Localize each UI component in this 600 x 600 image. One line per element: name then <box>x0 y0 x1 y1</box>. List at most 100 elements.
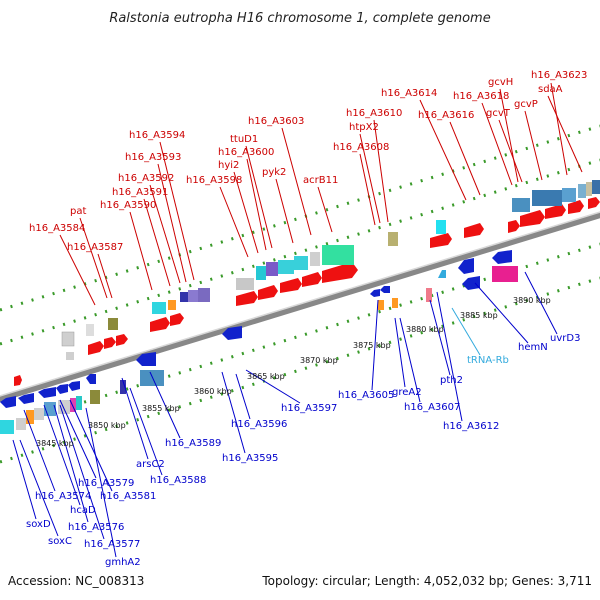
reverse-gene-connector <box>149 371 181 439</box>
reverse-gene-label[interactable]: h16_A3576 <box>68 522 124 533</box>
reverse-gene-connector <box>59 399 97 479</box>
reverse-gene-connector <box>43 404 81 506</box>
forward-gene-label[interactable]: hyi2 <box>218 160 239 171</box>
forward-gene-connector <box>245 145 273 249</box>
forward-gene-label[interactable]: h16_A3592 <box>118 173 174 184</box>
gene-block <box>562 188 576 202</box>
forward-gene-label[interactable]: h16_A3590 <box>100 200 156 211</box>
forward-gene-label[interactable]: h16_A3618 <box>453 91 509 102</box>
gene-block <box>586 182 592 196</box>
reverse-gene-label[interactable]: h16_A3597 <box>281 403 337 414</box>
forward-gene-label[interactable]: h16_A3623 <box>531 70 587 81</box>
reverse-gene-label[interactable]: h16_A3605 <box>338 390 394 401</box>
forward-gene-connector <box>317 186 333 233</box>
reverse-gene-label[interactable]: arsC2 <box>136 459 165 470</box>
gene-block <box>198 288 210 302</box>
reverse-gene-connector <box>235 373 251 420</box>
forward-gene-label[interactable]: h16_A3614 <box>381 88 437 99</box>
gene-block <box>278 260 294 274</box>
forward-gene <box>545 204 566 219</box>
forward-gene-connector <box>373 119 389 223</box>
forward-gene-label[interactable]: h16_A3587 <box>67 242 123 253</box>
forward-gene-label[interactable]: gcvT <box>486 108 511 119</box>
forward-gene-label[interactable]: ttuD1 <box>230 134 258 145</box>
forward-gene-label[interactable]: h16_A3584 <box>29 223 85 234</box>
reverse-gene-label[interactable]: soxC <box>48 536 72 547</box>
reverse-gene <box>38 387 56 398</box>
reverse-gene-label[interactable]: h16_A3595 <box>222 453 278 464</box>
reverse-gene-label[interactable]: gmhA2 <box>105 557 141 568</box>
reverse-gene <box>380 286 390 293</box>
reverse-genes <box>0 250 512 408</box>
reverse-gene-label[interactable]: pth2 <box>440 375 463 386</box>
reverse-gene-label[interactable]: h16_A3577 <box>84 539 140 550</box>
forward-gene <box>588 197 600 209</box>
reverse-gene-label[interactable]: uvrD3 <box>550 333 580 344</box>
reverse-gene-connector <box>524 271 558 335</box>
forward-gene <box>116 334 128 346</box>
reverse-gene <box>438 270 446 278</box>
forward-gene-label[interactable]: pat <box>70 206 86 217</box>
kbp-tick-label: 3870 kbp <box>300 356 338 365</box>
forward-gene-connector <box>359 133 381 224</box>
gene-block <box>266 262 278 276</box>
forward-gene-label[interactable]: h16_A3603 <box>248 116 304 127</box>
forward-gene <box>280 278 302 293</box>
gene-block <box>188 290 198 302</box>
forward-gene-label[interactable]: gcvP <box>514 99 538 110</box>
reverse-gene-label[interactable]: hemN <box>518 342 548 353</box>
forward-gene <box>14 375 22 386</box>
forward-gene-label[interactable]: htpX2 <box>349 122 379 133</box>
gene-block <box>168 300 176 310</box>
gene-block <box>426 288 432 302</box>
forward-gene-connector <box>419 99 467 201</box>
forward-gene-connector <box>79 217 108 299</box>
forward-gene-label[interactable]: h16_A3598 <box>186 175 242 186</box>
reverse-gene-label[interactable]: h16_A3588 <box>150 475 206 486</box>
forward-gene <box>104 337 116 349</box>
kbp-tick-label: 3880 kbp <box>406 325 444 334</box>
reverse-gene-label[interactable]: h16_A3589 <box>165 438 221 449</box>
gene-block <box>108 318 118 330</box>
gene-block <box>256 266 266 280</box>
forward-gene-label[interactable]: gcvH <box>488 77 513 88</box>
reverse-gene <box>136 352 156 366</box>
forward-gene-connector <box>547 95 583 173</box>
reverse-gene <box>18 393 34 404</box>
kbp-tick-label: 3865 kbp <box>247 372 285 381</box>
forward-gene-connector <box>159 141 195 281</box>
trna-gene-label[interactable]: tRNA-Rb <box>467 355 509 366</box>
gene-block <box>86 324 94 336</box>
forward-gene-connector <box>481 102 513 186</box>
forward-gene-label[interactable]: h16_A3616 <box>418 110 474 121</box>
reverse-gene-connector <box>221 371 246 454</box>
reverse-gene-label[interactable]: soxD <box>26 519 51 530</box>
trna-gene-connector <box>451 307 481 356</box>
reverse-gene-connector <box>12 439 37 520</box>
forward-gene-label[interactable]: h16_A3608 <box>333 142 389 153</box>
reverse-gene-connector <box>23 409 56 492</box>
kbp-tick-label: 3845 kbp <box>36 439 74 448</box>
reverse-gene-label[interactable]: h16_A3574 <box>35 491 91 502</box>
reverse-gene-label[interactable]: hcaD <box>70 505 96 516</box>
forward-gene-label[interactable]: h16_A3610 <box>346 108 402 119</box>
kbp-tick-label: 3890 kbp <box>513 296 551 305</box>
forward-gene-label[interactable]: h16_A3591 <box>112 187 168 198</box>
forward-gene-label[interactable]: h16_A3593 <box>125 152 181 163</box>
forward-gene-label[interactable]: h16_A3600 <box>218 147 274 158</box>
forward-gene-label[interactable]: pyk2 <box>262 167 286 178</box>
forward-gene-label[interactable]: sdaA <box>538 84 563 95</box>
reverse-gene-label[interactable]: greA2 <box>392 387 422 398</box>
reverse-gene-label[interactable]: h16_A3581 <box>100 491 156 502</box>
reverse-gene-label[interactable]: h16_A3596 <box>231 419 287 430</box>
gene-block <box>532 190 562 206</box>
reverse-gene-connector <box>19 439 59 537</box>
kbp-tick-label: 3850 kbp <box>88 421 126 430</box>
forward-gene-connector <box>246 158 267 251</box>
forward-gene-label[interactable]: acrB11 <box>303 175 338 186</box>
reverse-gene-label[interactable]: h16_A3607 <box>404 402 460 413</box>
forward-gene-connector <box>149 184 181 284</box>
reverse-gene-label[interactable]: h16_A3579 <box>78 478 134 489</box>
reverse-gene-label[interactable]: h16_A3612 <box>443 421 499 432</box>
forward-gene-label[interactable]: h16_A3594 <box>129 130 185 141</box>
